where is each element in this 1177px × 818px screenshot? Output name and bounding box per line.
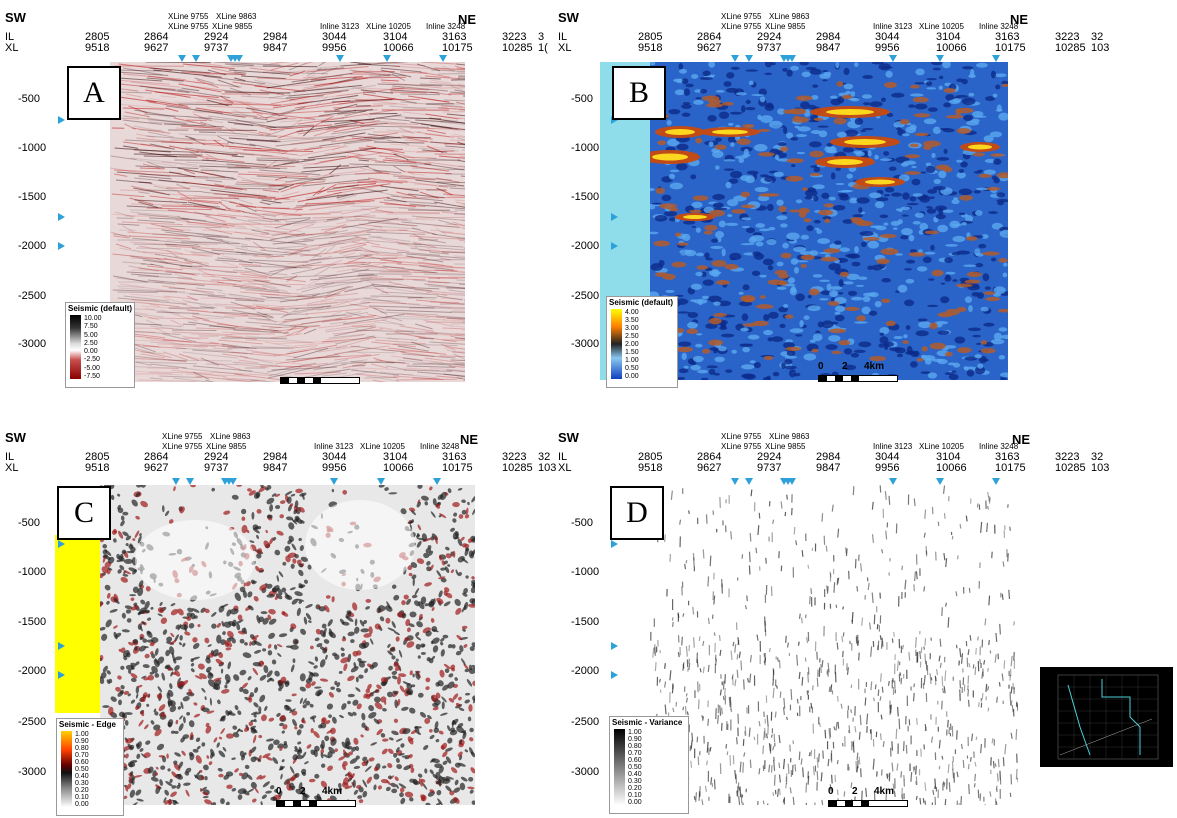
legend-value: 0.10 xyxy=(628,792,642,799)
well-marker-label: XLine 9755 xyxy=(721,442,761,451)
crossline-number: 9737 xyxy=(757,463,781,474)
well-marker-icon[interactable] xyxy=(745,478,753,485)
xl-row-label: XL xyxy=(558,463,571,474)
legend-value: 0.30 xyxy=(628,778,642,785)
horizon-marker-icon[interactable] xyxy=(611,671,618,679)
horizon-marker-icon[interactable] xyxy=(611,540,618,548)
well-marker-icon[interactable] xyxy=(936,478,944,485)
well-marker-icon[interactable] xyxy=(731,478,739,485)
crossline-number: 10175 xyxy=(995,463,1026,474)
legend-value: 0.20 xyxy=(628,785,642,792)
panel-letter-d: D xyxy=(610,486,664,540)
legend-colorbar xyxy=(614,729,625,805)
crossline-number: 10066 xyxy=(936,463,967,474)
scale-bar xyxy=(828,800,908,807)
location-map-inset xyxy=(1040,667,1173,767)
depth-tick-label: -1500 xyxy=(571,616,599,628)
crossline-number: 9627 xyxy=(697,463,721,474)
legend-value: 0.00 xyxy=(628,799,642,806)
well-marker-icon[interactable] xyxy=(992,478,1000,485)
well-marker-label: XLine 9863 xyxy=(769,432,809,441)
crossline-number: 9847 xyxy=(816,463,840,474)
well-marker-icon[interactable] xyxy=(788,478,796,485)
legend-value: 0.70 xyxy=(628,750,642,757)
well-marker-label: XLine 9855 xyxy=(765,442,805,451)
scale-label: 4km xyxy=(874,786,894,797)
crossline-number: 9956 xyxy=(875,463,899,474)
well-marker-icon[interactable] xyxy=(889,478,897,485)
well-marker-label: Inline 3123 xyxy=(873,442,912,451)
location-map-graphic xyxy=(1040,667,1173,767)
horizon-marker-icon[interactable] xyxy=(611,642,618,650)
scale-label: 2 xyxy=(852,786,858,797)
legend-value: 1.00 xyxy=(628,729,642,736)
depth-tick-label: -1000 xyxy=(571,566,599,578)
depth-tick-label: -2000 xyxy=(571,665,599,677)
crossline-number: 10285 xyxy=(1055,463,1086,474)
legend-title: Seismic - Variance xyxy=(612,718,686,727)
depth-tick-label: -2500 xyxy=(571,716,599,728)
well-marker-label: XLine 9755 xyxy=(721,432,761,441)
well-marker-label: Inline 3248 xyxy=(979,442,1018,451)
crossline-number: 103 xyxy=(1091,463,1109,474)
well-marker-label: XLine 10205 xyxy=(919,442,964,451)
depth-tick-label: -3000 xyxy=(571,766,599,778)
crossline-number: 9518 xyxy=(638,463,662,474)
direction-sw-label: SW xyxy=(558,430,579,445)
depth-tick-label: -500 xyxy=(571,517,593,529)
color-legend: Seismic - Variance 1.00 0.90 0.80 0.70 0.60 0.… xyxy=(609,716,689,814)
legend-value: 0.80 xyxy=(628,743,642,750)
scale-label: 0 xyxy=(828,786,834,797)
legend-value: 0.40 xyxy=(628,771,642,778)
legend-value: 0.60 xyxy=(628,757,642,764)
legend-value: 0.50 xyxy=(628,764,642,771)
legend-value: 0.90 xyxy=(628,736,642,743)
